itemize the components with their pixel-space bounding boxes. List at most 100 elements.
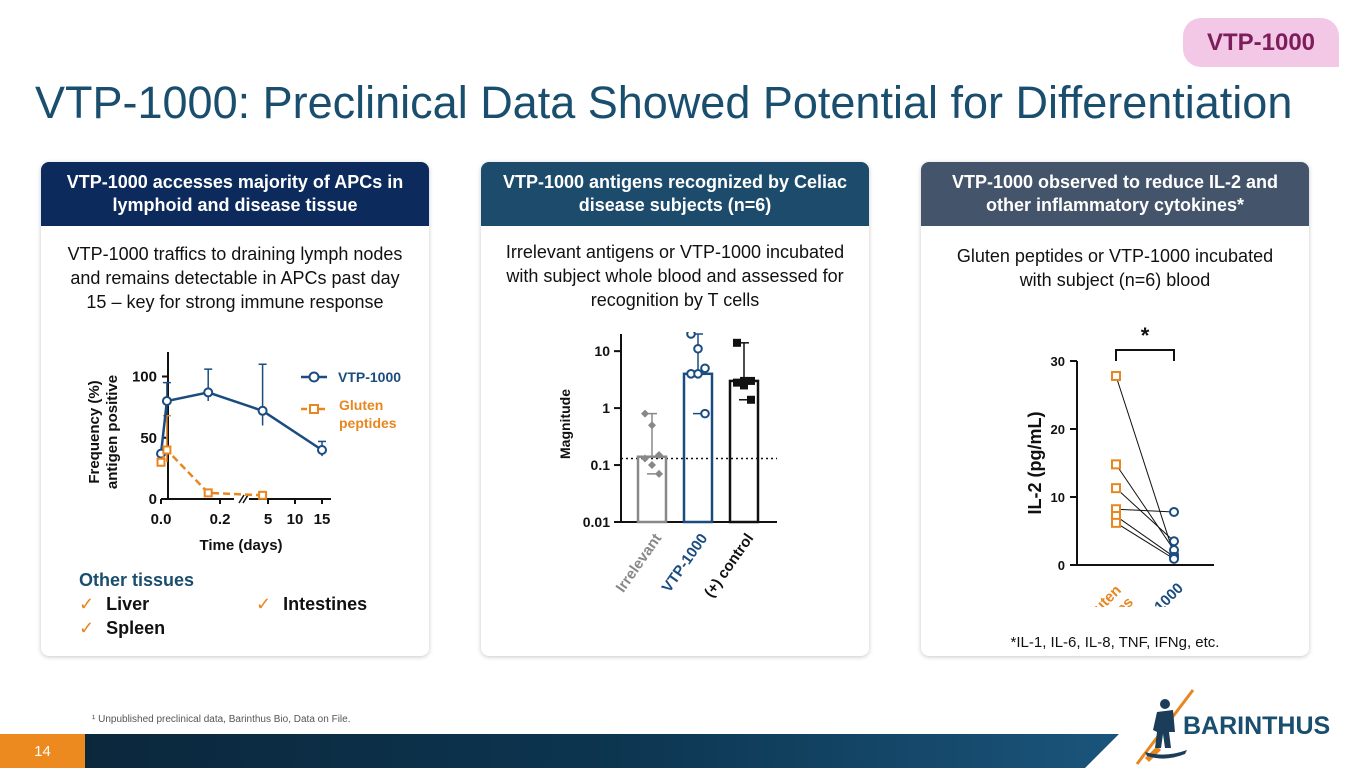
x-tick-label: 15 (314, 511, 331, 528)
data-point-gluten (1111, 370, 1121, 381)
bar (682, 372, 714, 524)
significance-marker: * (1141, 323, 1150, 348)
x-category-label: Irrelevant (613, 531, 666, 596)
card-apc-access: VTP-1000 accesses majority of APCs in ly… (41, 162, 429, 656)
brand-name: BARINTHUS (1183, 712, 1330, 740)
section-tag: VTP-1000 (1183, 18, 1339, 67)
y-axis-label: Frequency (%)antigen positive (86, 375, 121, 489)
data-point (648, 421, 656, 430)
legend-label: VTP-1000 (338, 369, 401, 385)
y-tick-label: 0.01 (583, 514, 610, 530)
y-tick-label: 50 (140, 430, 157, 447)
data-point (686, 332, 696, 339)
check-icon: ✓ (256, 594, 272, 614)
x-tick-label: 0.2 (210, 511, 231, 528)
pair-line (1115, 487, 1175, 542)
card-header: VTP-1000 observed to reduce IL-2 and oth… (921, 162, 1309, 226)
tissue-intestines: ✓ Intestines (256, 594, 368, 614)
data-point (740, 381, 748, 390)
significance-bracket (1115, 349, 1175, 361)
card-header: VTP-1000 accesses majority of APCs in ly… (41, 162, 429, 226)
pair-line (1115, 375, 1175, 555)
axis-break-mark (238, 494, 245, 504)
data-point (733, 378, 741, 387)
brand-logo: BARINTHUS (1135, 689, 1330, 765)
reference-note: ¹ Unpublished preclinical data, Barinthu… (92, 714, 351, 725)
y-tick-label: 0 (149, 491, 157, 508)
card-il2-reduction: VTP-1000 observed to reduce IL-2 and oth… (921, 162, 1309, 656)
y-tick-label: 10 (594, 343, 610, 359)
data-point (693, 343, 703, 354)
data-point (655, 469, 663, 478)
data-point (655, 451, 663, 460)
pair-line (1115, 515, 1175, 558)
x-tick-label: 5 (264, 511, 272, 528)
y-tick-label: 0.1 (591, 457, 611, 473)
data-point-gluten (1111, 459, 1121, 470)
y-tick-label: 20 (1051, 422, 1065, 437)
x-category-label: VTP-1000 (659, 531, 712, 596)
legend-label: peptides (339, 415, 397, 431)
data-point-vtp (1169, 506, 1179, 517)
data-point (733, 338, 741, 347)
data-point (648, 461, 656, 470)
tissue-liver: ✓ Liver (79, 594, 150, 614)
data-point (203, 488, 213, 498)
y-tick-label: 1 (602, 400, 610, 416)
data-point-gluten (1111, 483, 1121, 494)
data-point (693, 369, 703, 379)
legend-label: Gluten (339, 397, 383, 413)
data-point (258, 490, 268, 500)
paddler-icon (1135, 689, 1195, 765)
x-tick-label: 10 (287, 511, 304, 528)
y-axis-label: IL-2 (pg/mL) (1025, 412, 1045, 515)
pair-line (1115, 522, 1175, 560)
y-tick-label: 30 (1051, 354, 1065, 369)
card-description: Gluten peptides or VTP-1000 incubated wi… (956, 246, 1274, 290)
axis-break-mark (242, 494, 249, 504)
legend-marker (308, 371, 320, 383)
y-tick-label: 0 (1058, 558, 1065, 573)
data-point-gluten (1111, 517, 1121, 528)
check-icon: ✓ (79, 618, 95, 638)
legend-marker (309, 404, 319, 414)
y-tick-label: 100 (132, 369, 157, 386)
data-point (156, 457, 166, 467)
page-number: 14 (0, 734, 85, 768)
x-category-label: VTP-1000 (1127, 580, 1187, 607)
y-axis-label: Magnitude (557, 389, 573, 459)
card-header: VTP-1000 antigens recognized by Celiac d… (481, 162, 869, 226)
check-icon: ✓ (79, 594, 95, 614)
card-description: VTP-1000 traffics to draining lymph node… (67, 244, 403, 312)
cytokine-footnote: *IL-1, IL-6, IL-8, TNF, IFNg, etc. (1010, 634, 1220, 651)
x-axis-label: Time (days) (199, 537, 282, 554)
data-point (747, 376, 755, 385)
page-title: VTP-1000: Preclinical Data Showed Potent… (35, 77, 1293, 128)
data-point (162, 445, 172, 455)
data-point (740, 376, 748, 385)
data-point-vtp (1169, 536, 1179, 547)
card-description: Irrelevant antigens or VTP-1000 incubate… (505, 242, 845, 310)
data-point (641, 454, 649, 463)
data-point (257, 405, 268, 416)
data-point (641, 409, 649, 418)
trafficking-line-chart: 0 50 100 0.0 0.2 5 10 15 Time (days) Frequency (%… (86, 352, 401, 554)
data-point (700, 408, 710, 419)
data-point (203, 387, 214, 398)
x-tick-label: 0.0 (151, 511, 172, 528)
data-point (700, 363, 710, 374)
tissue-spleen: ✓ Spleen (79, 618, 166, 638)
card-antigen-recognition: VTP-1000 antigens recognized by Celiac d… (481, 162, 869, 656)
footer-divider (1085, 734, 1119, 768)
data-point (161, 396, 172, 406)
data-point-vtp (1169, 553, 1179, 564)
data-point (747, 395, 755, 404)
other-tissues-title: Other tissues (79, 570, 195, 590)
series-line (159, 447, 263, 497)
series-line (159, 391, 323, 454)
data-point (317, 445, 327, 455)
pair-line (1115, 464, 1175, 551)
y-tick-label: 10 (1051, 490, 1065, 505)
pair-line (1115, 508, 1175, 513)
